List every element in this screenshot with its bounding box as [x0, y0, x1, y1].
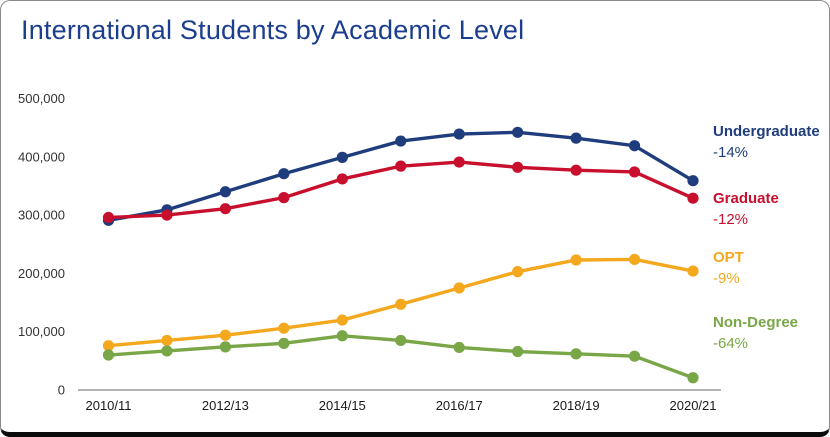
y-tick-label: 100,000	[18, 324, 65, 339]
x-tick-label: 2010/11	[85, 398, 131, 413]
legend-non-degree-label: Non-Degree	[713, 314, 799, 331]
data-point-undergraduate-2016/17	[453, 128, 465, 140]
legend-opt-change: -9%	[713, 270, 740, 287]
data-point-opt-2015/16	[395, 298, 407, 310]
data-point-non-degree-2015/16	[395, 334, 407, 347]
data-point-opt-2010/11	[102, 340, 115, 352]
data-point-opt-2017/18	[512, 266, 524, 278]
data-point-undergraduate-2015/16	[395, 135, 407, 147]
data-point-opt-2012/13	[219, 329, 231, 341]
data-point-non-degree-2012/13	[219, 341, 231, 353]
data-point-opt-2018/19	[570, 254, 582, 266]
data-point-undergraduate-2013/14	[278, 168, 290, 180]
data-point-non-degree-2013/14	[278, 337, 290, 349]
data-point-graduate-2020/21	[687, 192, 699, 204]
x-tick-label: 2020/21	[670, 398, 717, 413]
legend-undergraduate-label: Undergraduate	[713, 123, 820, 140]
data-point-graduate-2019/20	[628, 166, 641, 178]
y-tick-label: 400,000	[18, 149, 65, 164]
legend-graduate-label: Graduate	[713, 190, 779, 207]
legend-graduate-change: -12%	[713, 211, 749, 228]
x-tick-label: 2018/19	[553, 398, 600, 413]
legend-non-degree-change: -64%	[713, 335, 749, 352]
data-point-opt-2013/14	[278, 322, 290, 334]
y-tick-label: 300,000	[18, 208, 65, 223]
legend-undergraduate: Undergraduate -14%	[713, 121, 825, 163]
data-point-opt-2016/17	[453, 282, 465, 294]
data-point-undergraduate-2018/19	[570, 132, 582, 144]
data-point-opt-2020/21	[687, 265, 699, 277]
data-point-undergraduate-2012/13	[219, 186, 231, 198]
data-point-non-degree-2018/19	[570, 348, 582, 360]
data-point-graduate-2017/18	[512, 161, 524, 173]
data-point-undergraduate-2014/15	[336, 151, 348, 163]
data-point-opt-2011/12	[161, 334, 173, 347]
data-point-graduate-2011/12	[161, 209, 173, 221]
data-point-opt-2019/20	[628, 253, 641, 266]
y-tick-label: 0	[58, 383, 65, 398]
data-point-non-degree-2014/15	[336, 330, 348, 342]
data-point-graduate-2014/15	[336, 173, 348, 185]
data-point-graduate-2013/14	[278, 192, 290, 204]
legend-non-degree: Non-Degree -64%	[713, 312, 825, 354]
data-point-opt-2014/15	[336, 314, 348, 326]
data-point-graduate-2012/13	[219, 203, 231, 215]
data-point-undergraduate-2017/18	[512, 126, 524, 138]
data-point-non-degree-2017/18	[512, 345, 524, 358]
data-point-non-degree-2016/17	[453, 341, 465, 354]
data-point-graduate-2016/17	[453, 156, 465, 168]
data-point-non-degree-2020/21	[687, 372, 699, 384]
data-point-graduate-2010/11	[102, 211, 115, 224]
legend-undergraduate-change: -14%	[713, 144, 749, 161]
data-point-undergraduate-2020/21	[687, 175, 699, 187]
data-point-non-degree-2010/11	[102, 349, 115, 361]
data-point-undergraduate-2019/20	[628, 140, 641, 152]
legend-graduate: Graduate -12%	[713, 188, 825, 230]
x-tick-label: 2012/13	[202, 398, 249, 413]
legend-opt: OPT -9%	[713, 247, 825, 289]
x-tick-label: 2014/15	[319, 398, 366, 413]
data-point-non-degree-2019/20	[628, 350, 641, 362]
x-tick-label: 2016/17	[436, 398, 483, 413]
legend-opt-label: OPT	[713, 249, 744, 266]
y-tick-label: 500,000	[18, 91, 65, 106]
chart-title: International Students by Academic Level	[21, 15, 525, 45]
data-point-graduate-2018/19	[570, 164, 582, 176]
y-tick-label: 200,000	[18, 266, 65, 281]
data-point-graduate-2015/16	[395, 160, 407, 172]
data-point-non-degree-2011/12	[161, 345, 173, 357]
